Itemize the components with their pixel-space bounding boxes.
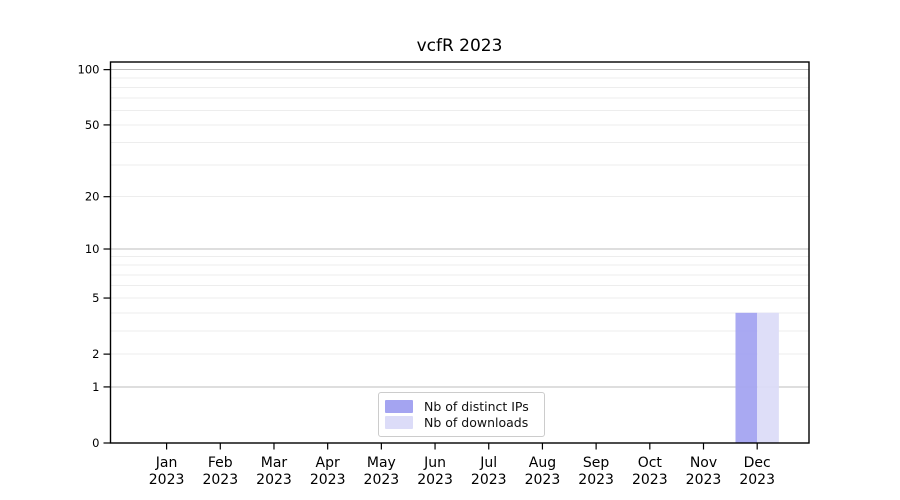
x-tick-label-year: 2023 <box>417 472 453 488</box>
x-tick-label-year: 2023 <box>632 472 668 488</box>
x-tick-label-year: 2023 <box>364 472 400 488</box>
x-tick-label-year: 2023 <box>525 472 561 488</box>
bar-distinct-ips <box>735 312 758 443</box>
y-tick-label: 10 <box>85 242 100 256</box>
x-tick-label-month: Jul <box>479 455 497 471</box>
x-tick-label-month: Oct <box>638 455 663 471</box>
x-tick-label-month: Dec <box>744 455 771 471</box>
y-tick-label: 50 <box>85 118 100 132</box>
x-tick-label-month: Mar <box>261 455 288 471</box>
legend-item-distinct-ips: Nb of distinct IPs <box>385 398 536 415</box>
x-tick-label-year: 2023 <box>256 472 292 488</box>
x-tick-label-month: Jan <box>155 455 178 471</box>
x-tick-label-month: May <box>367 455 396 471</box>
bar-downloads <box>757 312 779 443</box>
legend-swatch-downloads <box>385 416 413 430</box>
x-tick-label-year: 2023 <box>149 472 185 488</box>
x-tick-label-month: Nov <box>690 455 717 471</box>
x-tick-label-year: 2023 <box>310 472 346 488</box>
y-tick-label: 100 <box>78 63 100 77</box>
y-tick-label: 2 <box>92 347 99 361</box>
x-tick-label-year: 2023 <box>739 472 775 488</box>
legend-label-downloads: Nb of downloads <box>424 415 529 431</box>
x-tick-label-month: Sep <box>583 455 610 471</box>
plot-border <box>109 61 810 444</box>
chart-title: vcfR 2023 <box>416 36 503 56</box>
legend-item-downloads: Nb of downloads <box>385 415 536 432</box>
x-tick-label-month: Aug <box>529 455 556 471</box>
legend: Nb of distinct IPs Nb of downloads <box>378 392 545 437</box>
legend-swatch-distinct-ips <box>385 399 413 413</box>
x-tick-label-year: 2023 <box>578 472 614 488</box>
x-tick-label-year: 2023 <box>202 472 238 488</box>
y-tick-label: 5 <box>92 291 99 305</box>
y-tick-label: 20 <box>85 190 100 204</box>
y-tick-label: 1 <box>92 380 99 394</box>
x-tick-label-month: Apr <box>316 455 340 471</box>
x-tick-label-month: Feb <box>208 455 233 471</box>
x-tick-label-month: Jun <box>423 455 446 471</box>
legend-label-distinct-ips: Nb of distinct IPs <box>424 398 529 414</box>
x-tick-label-year: 2023 <box>686 472 722 488</box>
y-tick-label: 0 <box>92 436 99 450</box>
x-tick-label-year: 2023 <box>471 472 507 488</box>
